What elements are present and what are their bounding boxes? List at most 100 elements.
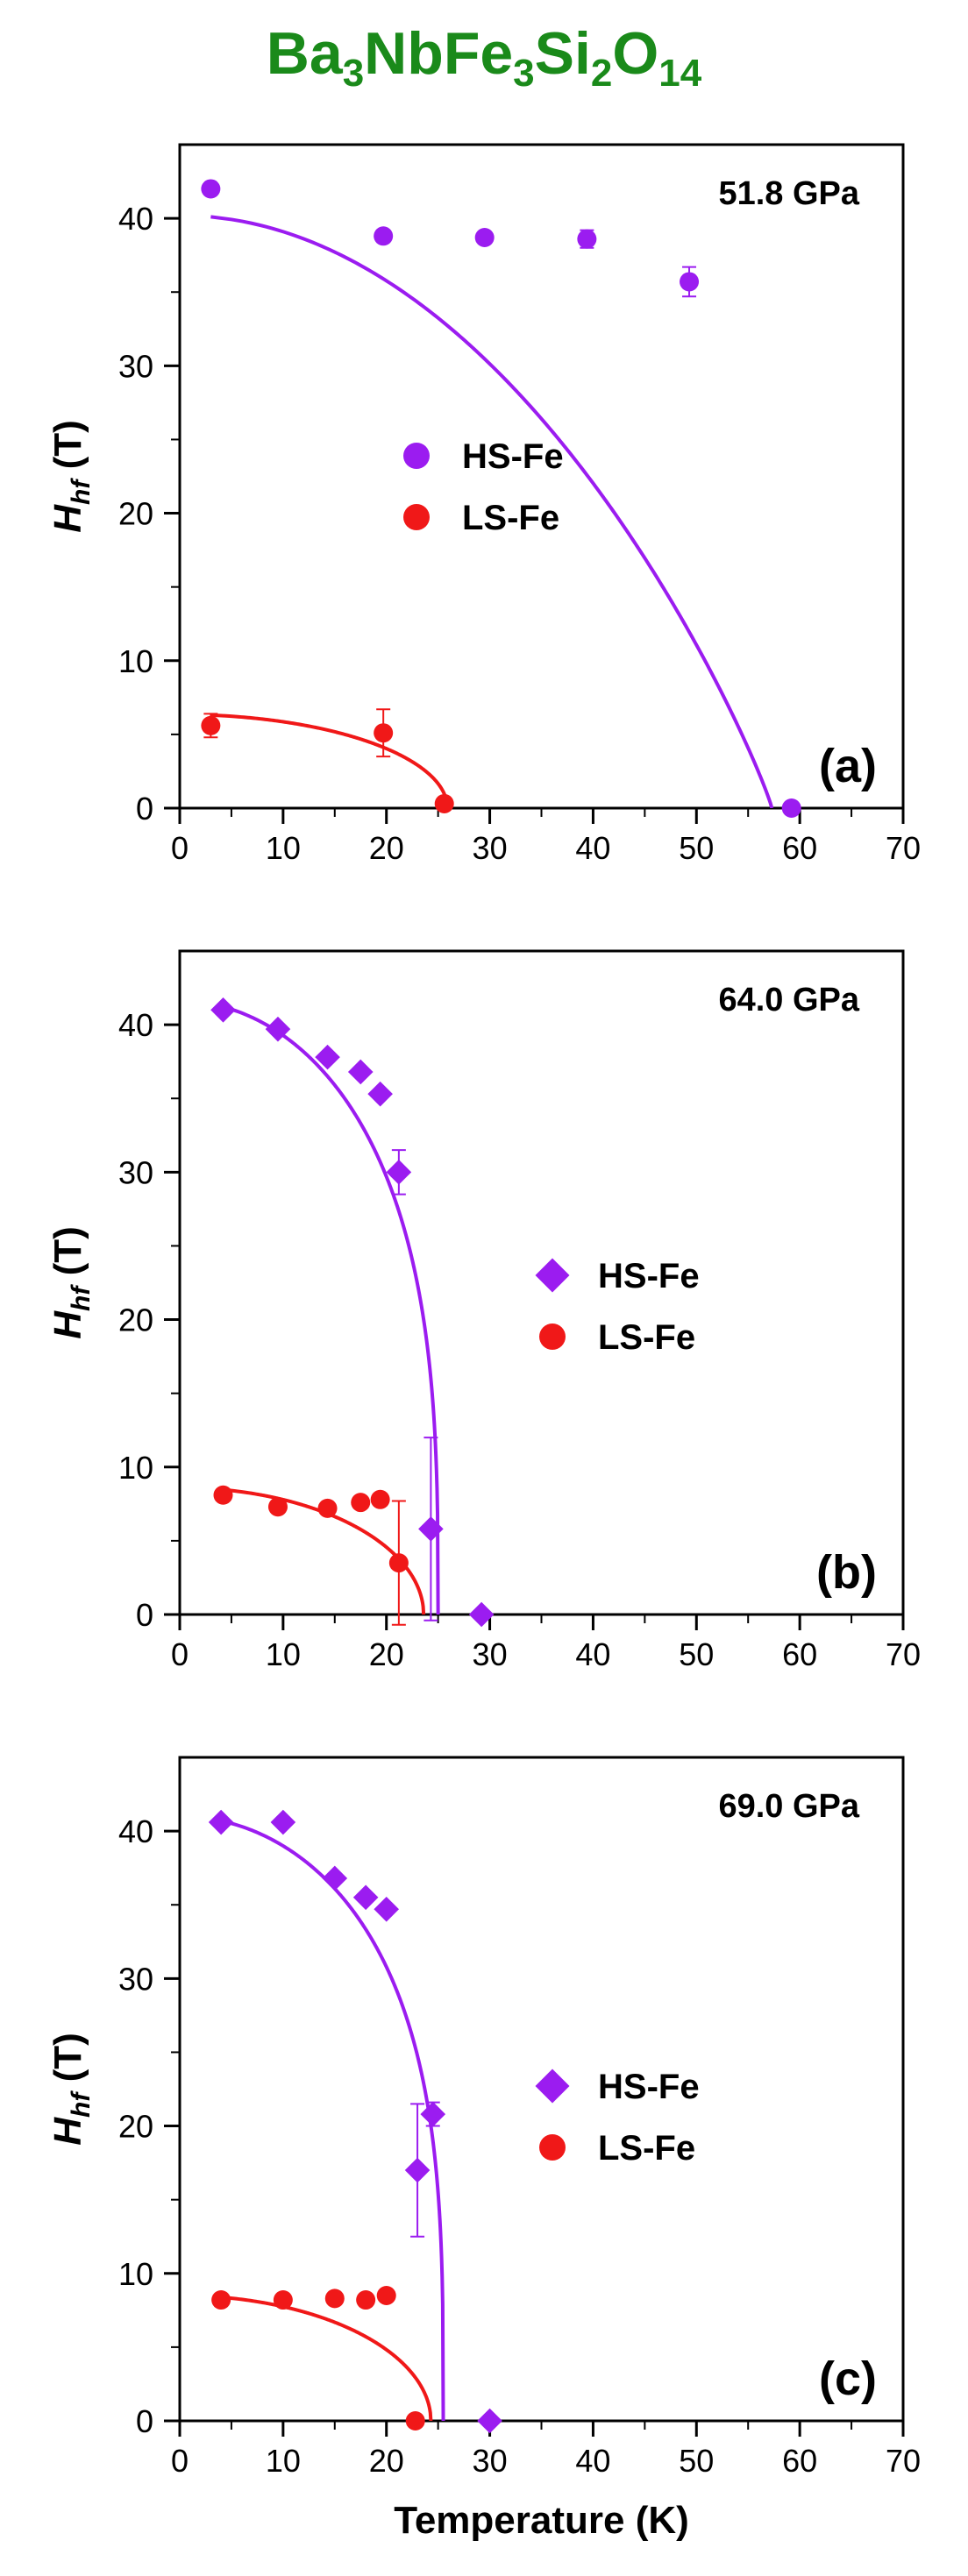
data-point <box>374 226 394 246</box>
y-label-sub: hf <box>67 478 96 505</box>
data-point <box>273 2290 293 2310</box>
y-label-sub: hf <box>67 1284 96 1311</box>
y-label-main: H <box>46 504 89 533</box>
legend-label: HS-Fe <box>598 1257 700 1295</box>
title-part: Si <box>534 20 591 87</box>
pressure-annotation: 64.0 GPa <box>718 982 859 1018</box>
y-tick-label: 20 <box>118 2109 153 2145</box>
data-point <box>352 1884 379 1911</box>
data-point <box>781 798 801 818</box>
data-point <box>374 723 394 743</box>
legend-label: LS-Fe <box>598 2129 695 2168</box>
data-point <box>347 1059 374 1085</box>
y-label-unit: (T) <box>46 2033 89 2092</box>
chart-panel: 0 10 20 30 40 50 60 70 0 10 20 30 40 Hhf (T) 64.0 GPa (… <box>46 949 921 1672</box>
chart-panel: 0 10 20 30 40 50 60 70 0 10 20 30 40 Hhf (T) 69.0 GPa (… <box>46 1756 921 2542</box>
y-tick-label: 0 <box>136 1597 153 1633</box>
data-point <box>680 272 700 292</box>
x-tick-label: 0 <box>171 1636 189 1672</box>
y-label-sub: hf <box>67 2090 96 2118</box>
x-axis-label: Temperature (K) <box>394 2499 689 2542</box>
panel-label: (b) <box>816 1546 877 1599</box>
plot-frame <box>178 949 905 1616</box>
data-point <box>468 1601 495 1628</box>
x-tick-label: 70 <box>886 2443 921 2479</box>
data-point <box>270 1809 296 1835</box>
x-tick-label: 20 <box>369 2443 404 2479</box>
data-point <box>213 1485 233 1505</box>
legend-label: LS-Fe <box>462 499 559 537</box>
y-tick-label: 20 <box>118 1302 153 1338</box>
y-tick-label: 30 <box>118 1961 153 1997</box>
data-point <box>367 1081 393 1107</box>
figure-title: Ba3NbFe3Si2O14 <box>0 19 968 96</box>
y-tick-label: 30 <box>118 348 153 384</box>
panel-label: (a) <box>819 740 877 792</box>
pressure-annotation: 51.8 GPa <box>718 175 859 212</box>
data-point <box>322 1865 348 1891</box>
data-point <box>376 2286 396 2306</box>
fit-curve <box>222 1004 440 1614</box>
data-point <box>388 1553 409 1573</box>
data-point <box>267 1497 288 1517</box>
legend-marker <box>535 2069 570 2104</box>
data-point <box>404 2157 431 2183</box>
x-tick-label: 0 <box>171 830 189 866</box>
data-point <box>370 1489 390 1509</box>
legend-marker <box>535 1258 570 1293</box>
plot-frame <box>178 143 905 810</box>
x-tick-label: 70 <box>886 830 921 866</box>
data-point <box>201 715 221 735</box>
data-point <box>211 2290 231 2310</box>
x-tick-label: 60 <box>782 2443 817 2479</box>
y-tick-label: 30 <box>118 1154 153 1190</box>
legend-label: LS-Fe <box>598 1318 695 1357</box>
x-tick-label: 60 <box>782 830 817 866</box>
y-tick-label: 0 <box>136 791 153 827</box>
title-sub: 14 <box>658 52 702 95</box>
data-point <box>208 1809 234 1835</box>
data-point <box>201 179 221 199</box>
chart-panel: 0 10 20 30 40 50 60 70 0 10 20 30 40 Hhf (T) 51.8 GPa (… <box>46 143 921 866</box>
x-tick-label: 50 <box>679 2443 714 2479</box>
legend-label: HS-Fe <box>598 2068 700 2106</box>
title-part: O <box>612 20 659 87</box>
x-tick-label: 10 <box>266 2443 301 2479</box>
legend-marker <box>539 1323 566 1350</box>
data-point <box>577 229 597 249</box>
fit-curve <box>220 1819 445 2421</box>
x-tick-label: 40 <box>575 1636 610 1672</box>
x-tick-label: 20 <box>369 830 404 866</box>
data-point <box>405 2411 425 2431</box>
legend-marker <box>403 504 430 530</box>
data-point <box>434 793 454 813</box>
x-tick-label: 10 <box>266 1636 301 1672</box>
fit-curve <box>220 2295 433 2421</box>
y-label-unit: (T) <box>46 420 89 479</box>
y-tick-label: 40 <box>118 201 153 237</box>
panel-label: (c) <box>819 2352 877 2405</box>
data-point <box>477 2408 502 2434</box>
y-tick-label: 0 <box>136 2403 153 2439</box>
x-tick-label: 40 <box>575 2443 610 2479</box>
data-point <box>356 2290 376 2310</box>
data-point <box>265 1016 291 1042</box>
data-point <box>210 997 236 1023</box>
pressure-annotation: 69.0 GPa <box>718 1788 859 1825</box>
x-tick-label: 0 <box>171 2443 189 2479</box>
legend-label: HS-Fe <box>462 437 564 476</box>
y-tick-label: 40 <box>118 1007 153 1043</box>
data-point <box>315 1044 340 1070</box>
y-tick-label: 10 <box>118 643 153 679</box>
data-point <box>386 1160 412 1185</box>
fit-curve <box>210 713 450 808</box>
title-sub: 3 <box>513 52 535 95</box>
title-part: Ba <box>266 20 343 87</box>
data-point <box>324 2289 345 2309</box>
title-part: NbFe <box>364 20 514 87</box>
x-tick-label: 30 <box>473 830 508 866</box>
y-tick-label: 20 <box>118 496 153 532</box>
x-tick-label: 30 <box>473 1636 508 1672</box>
title-sub: 3 <box>342 52 365 95</box>
